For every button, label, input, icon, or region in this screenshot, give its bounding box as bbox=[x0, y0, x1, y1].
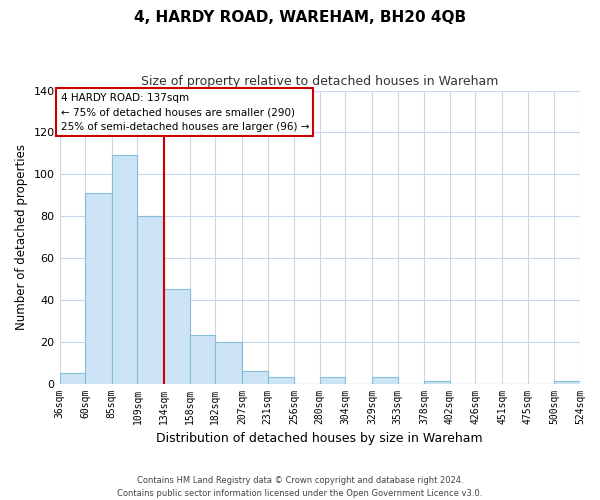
Bar bbox=[424, 382, 450, 384]
Bar bbox=[59, 373, 85, 384]
Title: Size of property relative to detached houses in Wareham: Size of property relative to detached ho… bbox=[141, 75, 499, 88]
Bar bbox=[554, 382, 580, 384]
Y-axis label: Number of detached properties: Number of detached properties bbox=[15, 144, 28, 330]
Text: Contains HM Land Registry data © Crown copyright and database right 2024.
Contai: Contains HM Land Registry data © Crown c… bbox=[118, 476, 482, 498]
Bar bbox=[190, 336, 215, 384]
Text: 4, HARDY ROAD, WAREHAM, BH20 4QB: 4, HARDY ROAD, WAREHAM, BH20 4QB bbox=[134, 10, 466, 25]
Bar bbox=[85, 193, 112, 384]
Bar bbox=[268, 378, 294, 384]
Bar bbox=[372, 378, 398, 384]
Bar bbox=[137, 216, 164, 384]
X-axis label: Distribution of detached houses by size in Wareham: Distribution of detached houses by size … bbox=[157, 432, 483, 445]
Bar bbox=[112, 156, 137, 384]
Bar bbox=[320, 378, 346, 384]
Bar bbox=[164, 290, 190, 384]
Text: 4 HARDY ROAD: 137sqm
← 75% of detached houses are smaller (290)
25% of semi-deta: 4 HARDY ROAD: 137sqm ← 75% of detached h… bbox=[61, 92, 309, 132]
Bar bbox=[242, 371, 268, 384]
Bar bbox=[215, 342, 242, 384]
